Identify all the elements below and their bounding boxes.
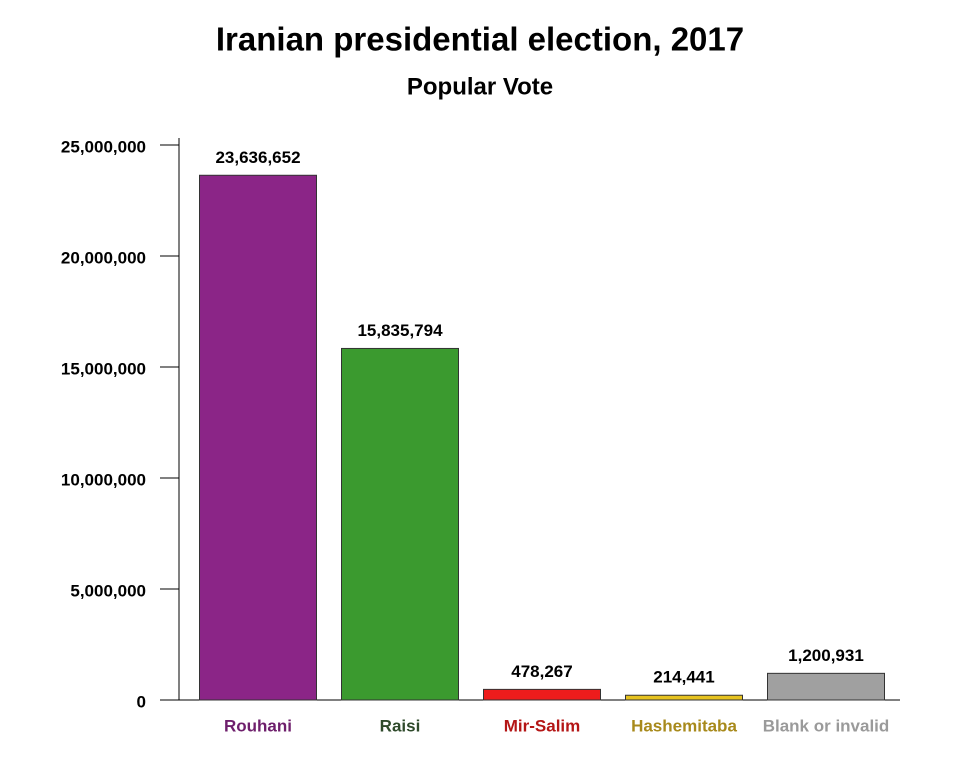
bar — [341, 347, 459, 701]
x-tick-label: Raisi — [380, 716, 421, 735]
y-tick-label: 20,000,000 — [61, 248, 146, 267]
y-tick-label: 15,000,000 — [61, 359, 146, 378]
bar — [199, 174, 317, 701]
x-tick-label: Blank or invalid — [763, 716, 890, 735]
value-label: 15,835,794 — [357, 321, 443, 340]
bar — [767, 672, 885, 701]
bar — [625, 694, 743, 701]
y-tick-label: 0 — [137, 692, 146, 711]
x-tick-label: Mir-Salim — [504, 716, 581, 735]
x-tick-label: Rouhani — [224, 716, 292, 735]
x-tick-label: Hashemitaba — [631, 716, 737, 735]
y-tick-label: 5,000,000 — [70, 581, 146, 600]
chart-title: Iranian presidential election, 2017 — [216, 21, 744, 58]
value-label: 478,267 — [511, 662, 572, 681]
chart-subtitle: Popular Vote — [407, 73, 553, 100]
bar — [483, 688, 601, 701]
y-tick-label: 10,000,000 — [61, 470, 146, 489]
y-tick-label: 25,000,000 — [61, 137, 146, 156]
value-label: 214,441 — [653, 668, 714, 687]
value-label: 1,200,931 — [788, 646, 864, 665]
value-label: 23,636,652 — [215, 148, 300, 167]
